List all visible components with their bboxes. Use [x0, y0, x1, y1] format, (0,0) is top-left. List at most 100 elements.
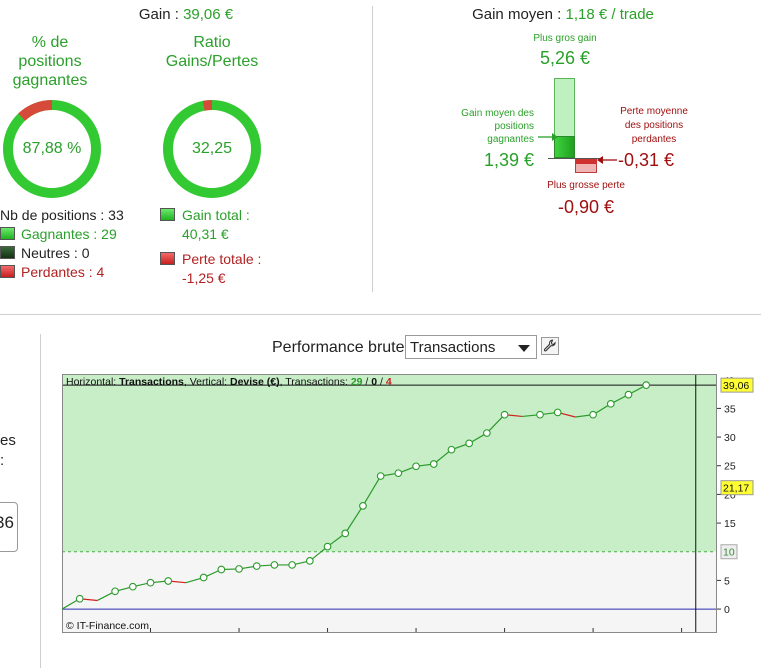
- neutral-swatch: [0, 246, 15, 259]
- percent-winning-value: 87,88 %: [22, 140, 82, 157]
- data-point: [288, 561, 296, 569]
- series-segment: [362, 475, 382, 507]
- avg-win-label-line: Gain moyen des: [461, 108, 534, 119]
- percent-winning-title-line: positions: [18, 53, 82, 70]
- avg-win-bar: [554, 136, 575, 158]
- data-point: [305, 557, 314, 565]
- reference-tag: 10: [720, 544, 738, 560]
- gain-total-swatch: [160, 208, 175, 221]
- data-point: [146, 578, 155, 587]
- ratio-title-line: Gains/Pertes: [165, 53, 259, 70]
- gain-label: Gain: [138, 6, 171, 23]
- data-point: [376, 472, 385, 480]
- data-point: [589, 410, 597, 419]
- avg-loss-value: -0,31 €: [618, 150, 675, 170]
- performance-chart[interactable]: 51015202530350515202530354039,0621,17103…: [62, 374, 761, 634]
- section-divider: [0, 314, 761, 315]
- gain-header: Gain : 39,06 €: [0, 6, 372, 23]
- avg-win-label-line: positions: [494, 121, 534, 132]
- avg-loss-label: Perte moyenne des positions perdantes: [606, 105, 702, 147]
- data-point: [75, 594, 84, 603]
- data-point: [553, 408, 562, 417]
- data-point: [235, 565, 243, 573]
- data-point: [483, 429, 491, 437]
- avg-win-label-line: gagnantes: [487, 134, 534, 145]
- baseline: [548, 158, 602, 159]
- series-segment: [344, 505, 364, 534]
- data-point: [164, 577, 173, 585]
- current-value-tag: 39,06: [720, 377, 754, 393]
- svg-text:39,06: 39,06: [723, 380, 749, 392]
- avg-loss-label-line: Perte moyenne: [620, 106, 688, 117]
- avg-win-value: 1,39 €: [483, 150, 534, 170]
- avg-loss-label-line: perdantes: [631, 134, 677, 145]
- data-point: [536, 410, 544, 419]
- avg-win-arrow-icon: [538, 133, 558, 141]
- y-tick-label: 0: [724, 604, 730, 616]
- ratio-value: 32,25: [191, 140, 233, 157]
- max-loss-label: Plus grosse perte: [547, 180, 625, 191]
- y-tick-label: 30: [724, 432, 736, 444]
- percent-winning-title-line: gagnantes: [12, 72, 88, 89]
- chart-positive-zone: [62, 374, 717, 552]
- chart-info-h-label: Horizontal:: [66, 376, 120, 388]
- left-partial-box: 36: [0, 502, 18, 552]
- gain-total-label: Gain total :: [182, 207, 250, 223]
- chart-info-t-neu: 0: [371, 376, 378, 388]
- chart-copyright: © IT-Finance.com: [66, 620, 150, 632]
- avg-gain-value: 1,18 € / trade: [565, 6, 654, 23]
- y-tick-label: 5: [724, 575, 730, 587]
- left-partial-text: es: [0, 432, 16, 449]
- top-divider: [372, 6, 373, 292]
- svg-text:21,17: 21,17: [723, 483, 749, 495]
- chart-info-v-value: Devise (€): [230, 376, 280, 388]
- positions-count: Nb de positions : 33: [0, 207, 124, 223]
- chart-info-t-loss: 4: [385, 376, 392, 388]
- winning-swatch: [0, 227, 15, 240]
- losing-swatch: [0, 265, 15, 278]
- data-point: [128, 582, 137, 591]
- ratio-donut: [163, 100, 261, 198]
- data-point: [252, 562, 261, 570]
- wrench-icon[interactable]: [541, 337, 559, 355]
- data-point: [412, 462, 420, 471]
- gain-sep: :: [170, 6, 184, 23]
- left-partial-colon: :: [0, 452, 5, 469]
- gain-value: 39,06 €: [183, 6, 234, 23]
- chart-info-t-sep2: /: [377, 376, 386, 388]
- data-point: [465, 439, 474, 448]
- series-segment: [486, 414, 505, 434]
- chart-neutral-zone: [62, 551, 717, 632]
- data-point: [270, 561, 279, 569]
- chart-info: Horizontal: Transactions, Vertical: Devi…: [66, 376, 392, 388]
- gain-total-value: 40,31 €: [182, 226, 229, 242]
- chevron-down-icon: [518, 345, 530, 352]
- chart-info-t-win: 29: [350, 376, 363, 388]
- avg-gain-label: Gain moyen: [472, 6, 553, 23]
- chart-info-v-label: , Vertical:: [183, 376, 230, 388]
- ratio-title-line: Ratio: [193, 34, 231, 51]
- data-point: [394, 469, 403, 478]
- left-partial-box-value: 36: [0, 513, 14, 532]
- max-gain-value: 5,26 €: [539, 48, 591, 68]
- chart-info-h-value: Transactions: [119, 376, 184, 388]
- y-tick-label: 20: [724, 489, 736, 501]
- plot-frame: [62, 374, 717, 633]
- data-point: [642, 381, 651, 389]
- avg-loss-label-line: des positions: [624, 120, 684, 131]
- avg-loss-bar: [575, 158, 597, 164]
- ratio-title: Ratio Gains/Pertes: [150, 33, 274, 71]
- avg-loss-arrow-icon: [597, 156, 617, 164]
- y-tick-label: 35: [724, 403, 736, 415]
- data-point: [341, 529, 350, 538]
- loss-total-label: Perte totale :: [182, 251, 262, 267]
- performance-select-value: Transactions: [410, 339, 496, 356]
- loss-total-value: -1,25 €: [182, 270, 226, 286]
- chart-info-t-label: , Transactions:: [279, 376, 351, 388]
- svg-text:10: 10: [723, 547, 735, 559]
- percent-winning-title-line: % de: [31, 34, 69, 51]
- y-tick-label: 25: [724, 461, 736, 473]
- data-point: [323, 542, 332, 551]
- losing-count: Perdantes : 4: [21, 264, 105, 280]
- performance-select[interactable]: Transactions: [405, 335, 537, 359]
